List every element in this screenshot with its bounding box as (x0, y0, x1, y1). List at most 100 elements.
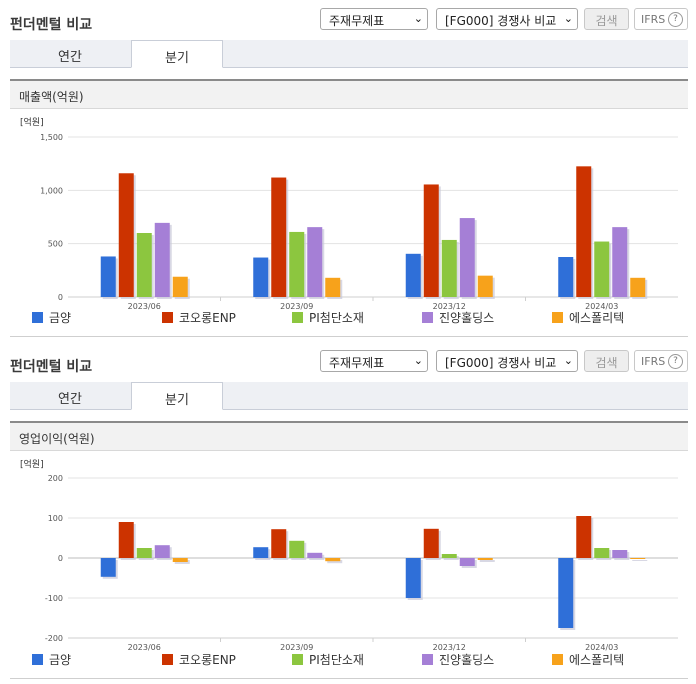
legend-swatch (422, 654, 433, 665)
legend-swatch (552, 654, 563, 665)
bar (477, 558, 493, 560)
x-tick-label: 2024/03 (585, 302, 618, 311)
statement-select[interactable]: 주재무제표 ⌄ (320, 8, 428, 30)
legend-swatch (32, 654, 43, 665)
compare-select[interactable]: [FG000] 경쟁사 비교 ⌄ (436, 8, 578, 30)
bar (405, 253, 421, 297)
revenue-chart-box: [억원] 0 500 1,000 1,500 2023/06 2023/09 2023/12 2… (10, 110, 688, 337)
statement-select-value: 주재무제표 (329, 14, 385, 28)
revenue-chart: [억원] 0 500 1,000 1,500 2023/06 2023/09 2023/12 2… (20, 116, 678, 325)
bar (118, 173, 134, 297)
legend-label: 금양 (49, 311, 71, 325)
x-tick-label: 2023/09 (280, 302, 313, 311)
chevron-down-icon: ⌄ (563, 354, 573, 367)
question-icon: ? (668, 12, 683, 27)
legend-swatch (292, 312, 303, 323)
ifrs-help-button[interactable]: IFRS ? (634, 350, 688, 372)
x-tick-label: 2023/12 (433, 302, 466, 311)
bar (136, 548, 152, 558)
tab-annual[interactable]: 연간 (58, 50, 82, 65)
legend-label: 코오롱ENP (179, 653, 236, 667)
bar (253, 547, 269, 558)
legend-swatch (292, 654, 303, 665)
bar (172, 558, 188, 562)
bar (576, 166, 592, 297)
bar (459, 558, 475, 566)
bar (271, 177, 287, 297)
bar-shadow (479, 560, 495, 562)
bar (576, 516, 592, 558)
panel-title: 펀더멘털 비교 (10, 359, 93, 375)
bar (594, 241, 610, 297)
operating-profit-chart: [억원] -200 -100 0 100 200 2023/06 2023/09 2023/12… (20, 458, 678, 667)
y-tick-label: 500 (48, 240, 63, 249)
legend-swatch (162, 654, 173, 665)
y-tick-label: -200 (45, 634, 63, 643)
tab-quarterly[interactable]: 분기 (131, 382, 223, 410)
x-tick-label: 2023/06 (128, 643, 161, 652)
legend-swatch (552, 312, 563, 323)
legend-label: 에스폴리텍 (569, 653, 624, 667)
bar (100, 256, 116, 297)
period-tabs: 연간 분기 (10, 382, 688, 410)
legend-label: PI첨단소재 (309, 311, 364, 325)
bar (271, 529, 287, 558)
ifrs-label: IFRS (641, 13, 666, 26)
section-header: 영업이익(억원) (10, 421, 688, 451)
tab-quarterly[interactable]: 분기 (131, 40, 223, 68)
y-tick-label: 100 (48, 514, 63, 523)
bar (423, 528, 439, 558)
search-button[interactable]: 검색 (584, 350, 629, 372)
x-tick-label: 2023/12 (433, 643, 466, 652)
bar (154, 222, 170, 297)
bar (405, 558, 421, 598)
bar (612, 550, 628, 558)
compare-select-value: [FG000] 경쟁사 비교 (445, 14, 557, 28)
bar (441, 239, 457, 297)
legend-label: 에스폴리텍 (569, 311, 624, 325)
tab-annual[interactable]: 연간 (58, 392, 82, 407)
x-tick-label: 2023/06 (128, 302, 161, 311)
chevron-down-icon: ⌄ (413, 12, 423, 25)
bar (630, 277, 646, 297)
bar-shadow (632, 560, 648, 561)
bar (289, 231, 305, 297)
bar (423, 184, 439, 297)
y-tick-label: -100 (45, 594, 63, 603)
bar (325, 558, 341, 562)
legend-swatch (422, 312, 433, 323)
y-tick-label: 0 (58, 554, 63, 563)
legend-label: 코오롱ENP (179, 311, 236, 325)
ifrs-help-button[interactable]: IFRS ? (634, 8, 688, 30)
legend-label: PI첨단소재 (309, 653, 364, 667)
bar (558, 558, 574, 628)
ifrs-label: IFRS (641, 355, 666, 368)
bar (136, 233, 152, 297)
bar (100, 558, 116, 577)
bar (172, 276, 188, 297)
search-button[interactable]: 검색 (584, 8, 629, 30)
bar (307, 552, 323, 558)
bar (253, 257, 269, 297)
bar (459, 218, 475, 297)
legend-label: 금양 (49, 653, 71, 667)
compare-select-value: [FG000] 경쟁사 비교 (445, 356, 557, 370)
bar (558, 257, 574, 297)
bar (594, 548, 610, 558)
bar (441, 554, 457, 558)
y-tick-label: 0 (58, 293, 63, 302)
legend-label: 진양홀딩스 (439, 653, 494, 667)
y-tick-label: 200 (48, 474, 63, 483)
bar (289, 540, 305, 558)
unit-label: [억원] (20, 116, 44, 128)
legend-label: 진양홀딩스 (439, 311, 494, 325)
chevron-down-icon: ⌄ (563, 12, 573, 25)
compare-select[interactable]: [FG000] 경쟁사 비교 ⌄ (436, 350, 578, 372)
question-icon: ? (668, 354, 683, 369)
bar (630, 558, 646, 559)
bar (477, 275, 493, 297)
y-tick-label: 1,500 (40, 133, 63, 142)
statement-select[interactable]: 주재무제표 ⌄ (320, 350, 428, 372)
bar (325, 277, 341, 297)
bar (154, 545, 170, 558)
